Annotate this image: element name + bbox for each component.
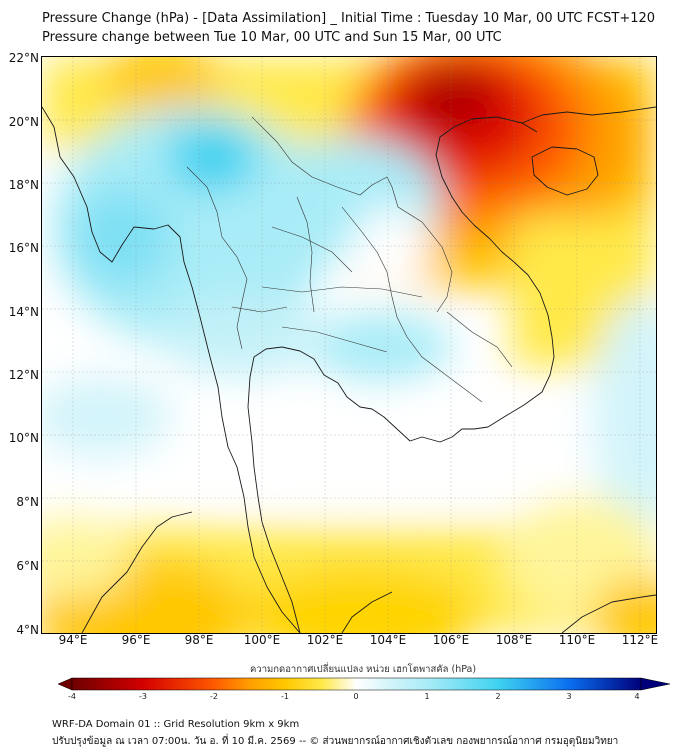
colorbar-title: ความกดอากาศเปลี่ยนแปลง หน่วย เฮกโตพาสคัล… [250,664,477,675]
lon-label-106e: 106°E [432,633,470,647]
lat-label-16n: 16°N [8,241,39,255]
lat-label-22n: 22°N [8,51,39,65]
lon-label-100e: 100°E [243,633,281,647]
colorbar-tick-3: 3 [566,692,572,701]
map-title: Pressure Change (hPa) - [Data Assimilati… [42,11,656,26]
update-credit: ปรับปรุงข้อมูล ณ เวลา 07:00น. วัน อ. ที่… [52,736,619,747]
graticule [42,57,656,633]
pressure-change-map [41,56,657,634]
colorbar-tick-1: 1 [424,692,430,701]
colorbar-tick-neg2: -2 [210,692,218,701]
colorbar-tick-neg1: -1 [281,692,289,701]
colorbar-tick-4: 4 [634,692,640,701]
pressure-field [42,57,656,633]
model-info: WRF-DA Domain 01 :: Grid Resolution 9km … [52,719,300,730]
lat-label-12n: 12°N [8,368,39,382]
lat-label-18n: 18°N [8,178,39,192]
colorbar-max-extend [640,677,671,691]
colorbar-min-extend [57,677,73,691]
country-borders [186,116,513,403]
lat-label-4n: 4°N [16,623,39,637]
colorbar [57,677,671,691]
lat-label-8n: 8°N [16,495,39,509]
coastlines [42,106,656,633]
lon-label-110e: 110°E [558,633,596,647]
colorbar-tick-neg3: -3 [139,692,147,701]
colorbar-tick-neg4: -4 [68,692,76,701]
lon-label-108e: 108°E [495,633,533,647]
lon-label-96e: 96°E [121,633,151,647]
colorbar-ramp [71,677,642,691]
colorbar-tick-0: 0 [353,692,359,701]
map-subtitle: Pressure change between Tue 10 Mar, 00 U… [42,30,502,45]
lat-label-14n: 14°N [8,305,39,319]
lon-label-104e: 104°E [369,633,407,647]
lon-label-102e: 102°E [306,633,344,647]
lat-label-10n: 10°N [8,431,39,445]
lon-label-98e: 98°E [184,633,214,647]
lon-label-112e: 112°E [621,633,659,647]
lat-label-20n: 20°N [8,115,39,129]
lat-label-6n: 6°N [16,559,39,573]
colorbar-tick-2: 2 [495,692,501,701]
lon-label-94e: 94°E [58,633,88,647]
